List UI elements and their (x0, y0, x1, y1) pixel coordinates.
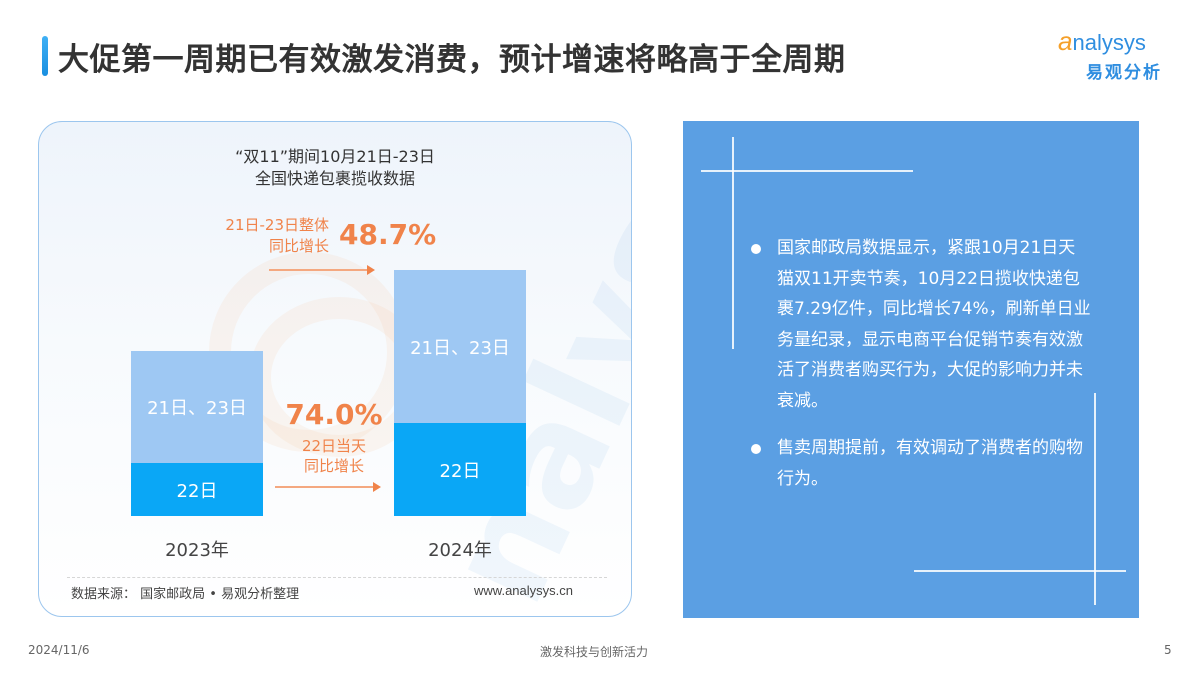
chart-title-line2: 全国快递包裹揽收数据 (254, 169, 415, 188)
title-accent-bar (42, 36, 48, 76)
day22-growth-value: 74.0% (285, 398, 383, 431)
chart-title-line1: “双11”期间10月21日-23日 (235, 147, 435, 166)
decor-line (701, 170, 913, 172)
bar-2024-day-22: 22日 (394, 423, 526, 516)
data-source: 数据来源： 国家邮政局 • 易观分析整理 (71, 587, 300, 602)
analysys-logo: analysys 易观分析 (1058, 26, 1188, 86)
total-growth-value: 48.7% (339, 218, 437, 251)
bullet-dot-icon (751, 244, 761, 254)
source-divider (67, 577, 607, 578)
insight-bullets: 国家邮政局数据显示，紧跟10月21日天猫双11开卖节奏，10月22日揽收快递包裹… (751, 233, 1091, 511)
website-url: www.analysys.cn (474, 583, 573, 598)
decor-line (732, 137, 734, 349)
bullet-item: 售卖周期提前，有效调动了消费者的购物行为。 (751, 433, 1091, 494)
logo-chinese: 易观分析 (1086, 63, 1162, 83)
logo-english: analysys (1058, 26, 1146, 56)
page-number: 5 (1164, 643, 1172, 657)
x-label-2024: 2024年 (428, 540, 492, 561)
decor-line (914, 570, 1126, 572)
footer-center-text: 激发科技与创新活力 (540, 645, 649, 659)
chart-card: nalys “双11”期间10月21日-23日 全国快递包裹揽收数据 21日-2… (38, 121, 632, 617)
day22-growth-label: 22日当天 同比增长 (301, 437, 367, 475)
x-label-2023: 2023年 (165, 540, 229, 561)
arrow-right-icon (275, 482, 381, 492)
page-title: 大促第一周期已有效激发消费，预计增速将略高于全周期 (58, 42, 846, 78)
total-growth-label: 21日-23日整体 同比增长 (225, 216, 329, 255)
arrow-right-icon (269, 265, 375, 275)
decor-line (1094, 393, 1096, 605)
bullet-dot-icon (751, 444, 761, 454)
bar-2023-days-21-23: 21日、23日 (131, 351, 263, 463)
footer-date: 2024/11/6 (28, 643, 90, 657)
bar-2024-days-21-23: 21日、23日 (394, 270, 526, 423)
insight-panel: 国家邮政局数据显示，紧跟10月21日天猫双11开卖节奏，10月22日揽收快递包裹… (683, 121, 1139, 618)
bullet-item: 国家邮政局数据显示，紧跟10月21日天猫双11开卖节奏，10月22日揽收快递包裹… (751, 233, 1091, 416)
bar-2023-day-22: 22日 (131, 463, 263, 516)
